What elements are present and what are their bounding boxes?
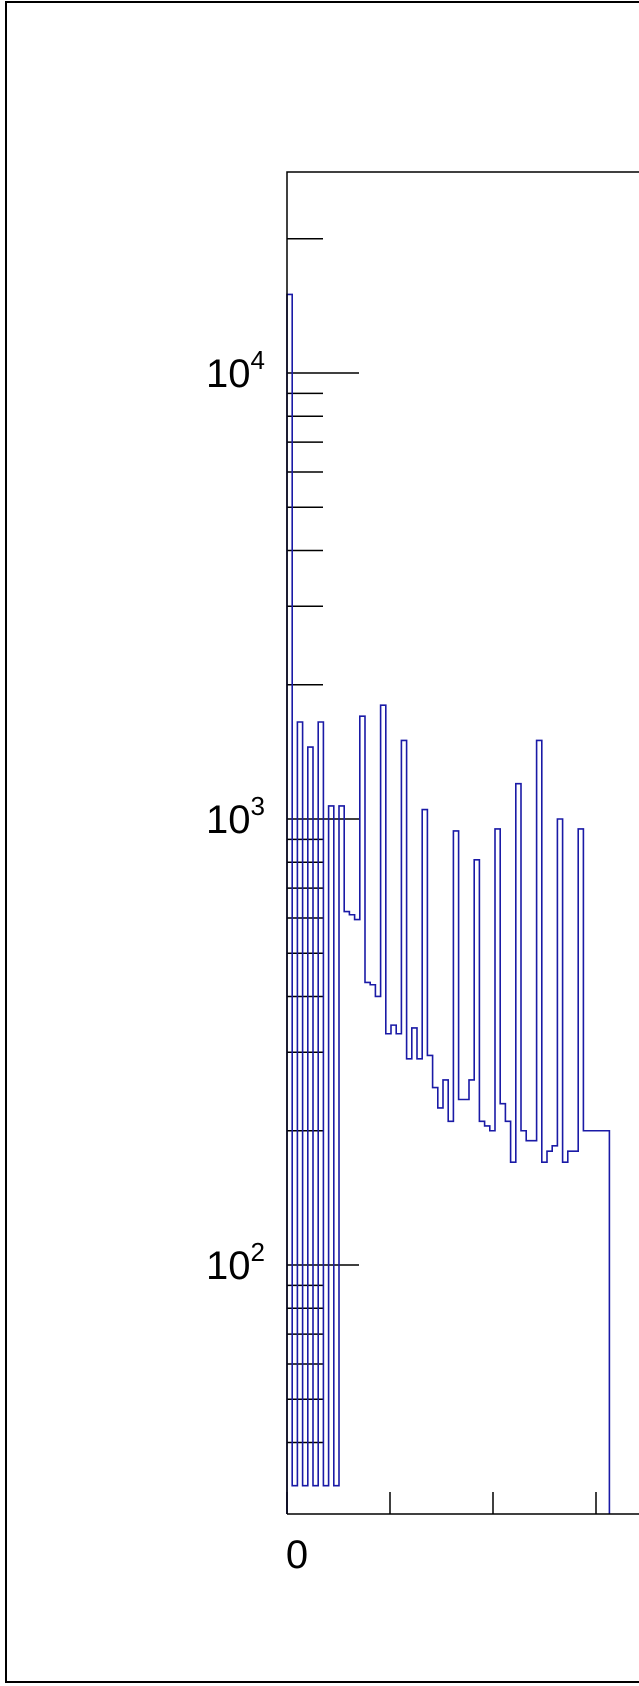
x-tick-label: 0 — [286, 1533, 308, 1577]
histogram-series — [286, 293, 611, 1514]
plot-axes — [286, 171, 639, 1515]
y-tick-label-exponent: 4 — [251, 345, 265, 375]
y-tick-label-base: 10 — [206, 798, 251, 842]
y-tick-label-exponent: 3 — [251, 791, 265, 821]
y-tick-label-exponent: 2 — [251, 1237, 265, 1267]
y-tick-label: 102 — [206, 1237, 265, 1288]
y-tick-label-base: 10 — [206, 352, 251, 396]
y-tick-label-base: 10 — [206, 1244, 251, 1288]
y-tick-label: 103 — [206, 791, 265, 842]
y-tick-label: 104 — [206, 345, 265, 396]
canvas-frame — [5, 1, 639, 1683]
